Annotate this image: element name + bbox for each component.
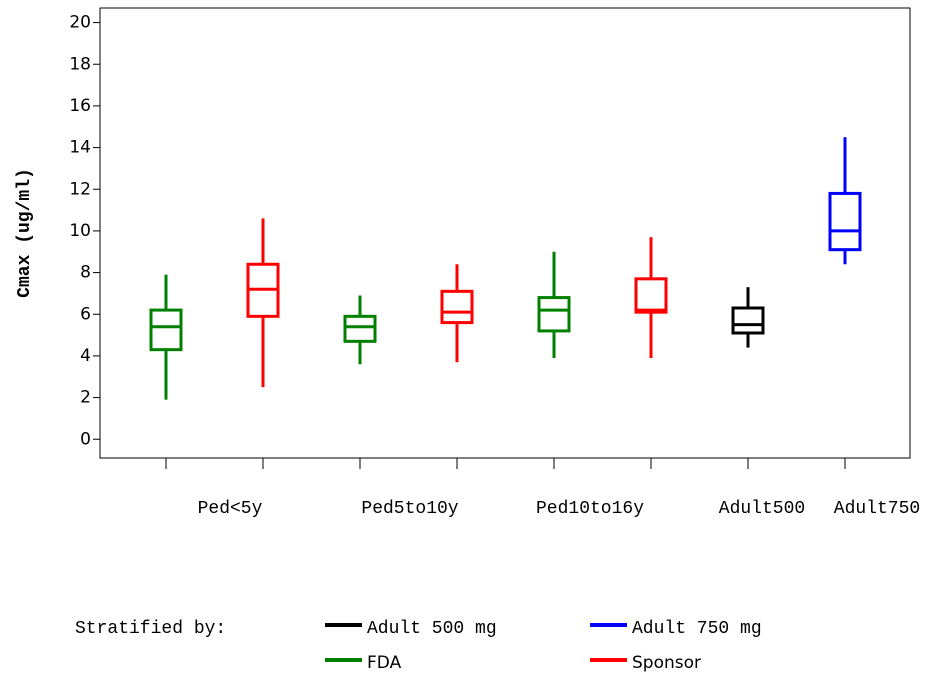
- legend-title: Stratified by:: [75, 619, 226, 639]
- y-tick-label: 20: [69, 13, 91, 33]
- x-group-label: Ped5to10y: [361, 499, 458, 519]
- box: [828, 191, 862, 252]
- box: [149, 308, 183, 352]
- legend-label: Adult 750 mg: [632, 619, 762, 639]
- box: [537, 296, 571, 333]
- y-axis-label: Cmax (ug/ml): [15, 168, 35, 298]
- y-tick-label: 0: [80, 429, 91, 449]
- y-tick-label: 6: [80, 304, 91, 324]
- box: [440, 289, 474, 325]
- box: [343, 314, 377, 343]
- legend-label: FDA: [367, 653, 402, 673]
- x-group-label: Adult750: [834, 499, 920, 519]
- x-group-label: Ped<5y: [198, 499, 263, 519]
- y-tick-label: 14: [69, 138, 91, 158]
- x-group-label: Adult500: [719, 499, 805, 519]
- x-group-label: Ped10to16y: [536, 499, 644, 519]
- legend-label: Adult 500 mg: [367, 619, 497, 639]
- y-tick-label: 10: [69, 221, 91, 241]
- y-tick-label: 2: [80, 388, 91, 408]
- box: [731, 306, 765, 335]
- y-tick-label: 16: [69, 96, 91, 116]
- y-tick-label: 18: [69, 54, 91, 74]
- plot-frame: [99, 7, 911, 459]
- y-tick-label: 12: [69, 179, 91, 199]
- y-tick-label: 8: [80, 263, 91, 283]
- box: [634, 277, 668, 314]
- legend-label: Sponsor: [632, 653, 701, 673]
- y-tick-label: 4: [80, 346, 91, 366]
